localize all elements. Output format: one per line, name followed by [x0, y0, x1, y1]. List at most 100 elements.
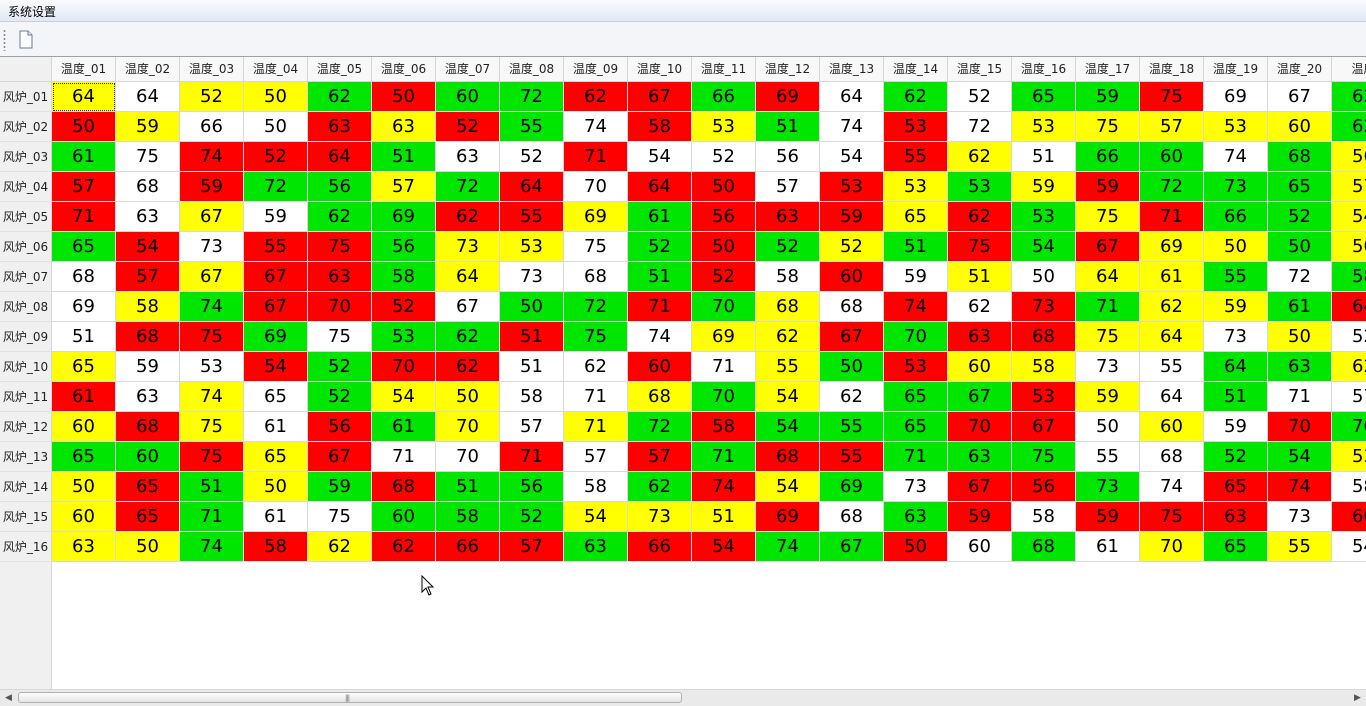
- table-cell[interactable]: 50: [1332, 232, 1366, 262]
- table-cell[interactable]: 58: [1012, 502, 1076, 532]
- table-cell[interactable]: 51: [1012, 142, 1076, 172]
- table-cell[interactable]: 68: [116, 172, 180, 202]
- table-cell[interactable]: 74: [1204, 142, 1268, 172]
- row-header[interactable]: 风炉_07: [0, 262, 52, 292]
- table-cell[interactable]: 62: [372, 532, 436, 562]
- table-cell[interactable]: 58: [1012, 352, 1076, 382]
- table-cell[interactable]: 75: [308, 232, 372, 262]
- table-cell[interactable]: 50: [1268, 322, 1332, 352]
- table-cell[interactable]: 75: [1140, 82, 1204, 112]
- table-cell[interactable]: 52: [180, 82, 244, 112]
- column-header[interactable]: 温度_20: [1268, 57, 1332, 82]
- table-cell[interactable]: 61: [372, 412, 436, 442]
- row-header[interactable]: 风炉_06: [0, 232, 52, 262]
- table-cell[interactable]: 56: [756, 142, 820, 172]
- table-cell[interactable]: 61: [244, 502, 308, 532]
- table-cell[interactable]: 73: [1204, 322, 1268, 352]
- table-cell[interactable]: 65: [884, 382, 948, 412]
- table-cell[interactable]: 74: [756, 532, 820, 562]
- table-cell[interactable]: 67: [436, 292, 500, 322]
- table-cell[interactable]: 74: [884, 292, 948, 322]
- table-cell[interactable]: 62: [1332, 112, 1366, 142]
- table-cell[interactable]: 57: [564, 442, 628, 472]
- table-cell[interactable]: 75: [1076, 112, 1140, 142]
- table-cell[interactable]: 71: [564, 412, 628, 442]
- table-cell[interactable]: 53: [180, 352, 244, 382]
- column-header[interactable]: 温度_12: [756, 57, 820, 82]
- table-cell[interactable]: 52: [692, 262, 756, 292]
- table-cell[interactable]: 57: [500, 412, 564, 442]
- table-cell[interactable]: 64: [436, 262, 500, 292]
- table-cell[interactable]: 57: [372, 172, 436, 202]
- table-cell[interactable]: 62: [820, 382, 884, 412]
- table-cell[interactable]: 53: [1012, 112, 1076, 142]
- row-header[interactable]: 风炉_03: [0, 142, 52, 172]
- table-cell[interactable]: 67: [180, 262, 244, 292]
- table-cell[interactable]: 52: [1268, 202, 1332, 232]
- table-cell[interactable]: 51: [500, 322, 564, 352]
- table-cell[interactable]: 72: [628, 412, 692, 442]
- table-cell[interactable]: 50: [244, 112, 308, 142]
- table-cell[interactable]: 71: [180, 502, 244, 532]
- column-header[interactable]: 温度_17: [1076, 57, 1140, 82]
- table-cell[interactable]: 67: [948, 382, 1012, 412]
- table-cell[interactable]: 60: [116, 442, 180, 472]
- row-header[interactable]: 风炉_04: [0, 172, 52, 202]
- table-cell[interactable]: 66: [692, 82, 756, 112]
- table-cell[interactable]: 59: [180, 172, 244, 202]
- table-cell[interactable]: 69: [1204, 82, 1268, 112]
- table-cell[interactable]: 50: [692, 232, 756, 262]
- column-header[interactable]: 温度_05: [308, 57, 372, 82]
- table-cell[interactable]: 69: [372, 202, 436, 232]
- table-cell[interactable]: 52: [1204, 442, 1268, 472]
- table-cell[interactable]: 52: [308, 382, 372, 412]
- table-cell[interactable]: 60: [52, 502, 116, 532]
- table-cell[interactable]: 73: [884, 472, 948, 502]
- table-cell[interactable]: 74: [180, 532, 244, 562]
- table-cell[interactable]: 60: [628, 352, 692, 382]
- table-cell[interactable]: 61: [1076, 532, 1140, 562]
- table-cell[interactable]: 72: [1268, 262, 1332, 292]
- table-cell[interactable]: 74: [180, 292, 244, 322]
- column-header[interactable]: 温度_11: [692, 57, 756, 82]
- table-cell[interactable]: 65: [1204, 472, 1268, 502]
- table-cell[interactable]: 50: [820, 352, 884, 382]
- table-cell[interactable]: 66: [180, 112, 244, 142]
- table-cell[interactable]: 60: [1140, 412, 1204, 442]
- table-cell[interactable]: 53: [948, 172, 1012, 202]
- table-cell[interactable]: 70: [1268, 412, 1332, 442]
- table-cell[interactable]: 70: [1140, 532, 1204, 562]
- table-cell[interactable]: 54: [756, 382, 820, 412]
- table-cell[interactable]: 54: [1268, 442, 1332, 472]
- table-cell[interactable]: 69: [52, 292, 116, 322]
- table-cell[interactable]: 67: [180, 202, 244, 232]
- table-cell[interactable]: 59: [244, 202, 308, 232]
- table-cell[interactable]: 52: [372, 292, 436, 322]
- table-cell[interactable]: 57: [500, 532, 564, 562]
- table-cell[interactable]: 63: [948, 442, 1012, 472]
- table-cell[interactable]: 69: [1140, 232, 1204, 262]
- row-header[interactable]: 风炉_08: [0, 292, 52, 322]
- table-cell[interactable]: 58: [500, 382, 564, 412]
- table-cell[interactable]: 63: [436, 142, 500, 172]
- table-cell[interactable]: 63: [564, 532, 628, 562]
- table-cell[interactable]: 61: [52, 382, 116, 412]
- table-cell[interactable]: 70: [308, 292, 372, 322]
- table-cell[interactable]: 67: [1076, 232, 1140, 262]
- table-cell[interactable]: 65: [116, 502, 180, 532]
- table-cell[interactable]: 52: [308, 352, 372, 382]
- table-cell[interactable]: 61: [1140, 262, 1204, 292]
- table-cell[interactable]: 71: [500, 442, 564, 472]
- table-cell[interactable]: 53: [1012, 382, 1076, 412]
- table-cell[interactable]: 71: [692, 352, 756, 382]
- table-cell[interactable]: 61: [244, 412, 308, 442]
- new-document-button[interactable]: [14, 28, 36, 50]
- table-cell[interactable]: 71: [1076, 292, 1140, 322]
- table-cell[interactable]: 66: [1076, 142, 1140, 172]
- table-cell[interactable]: 52: [244, 142, 308, 172]
- table-cell[interactable]: 72: [564, 292, 628, 322]
- table-cell[interactable]: 54: [244, 352, 308, 382]
- table-cell[interactable]: 71: [692, 442, 756, 472]
- table-cell[interactable]: 51: [948, 262, 1012, 292]
- table-cell[interactable]: 55: [884, 142, 948, 172]
